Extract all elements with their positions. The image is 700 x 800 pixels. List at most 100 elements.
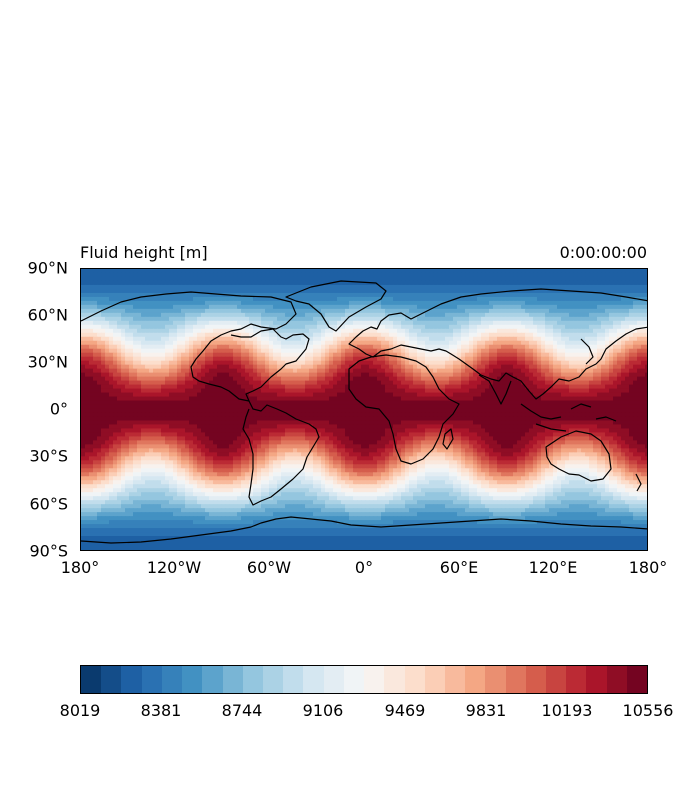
field-cell xyxy=(241,348,246,354)
field-cell xyxy=(345,364,350,370)
field-cell xyxy=(141,384,146,390)
field-cell xyxy=(609,340,614,346)
field-cell xyxy=(377,304,382,310)
field-cell xyxy=(201,292,206,298)
field-cell xyxy=(445,328,450,334)
field-cell xyxy=(397,284,402,290)
field-cell xyxy=(101,340,106,346)
field-cell xyxy=(233,340,238,346)
field-cell xyxy=(433,352,438,358)
field-cell xyxy=(121,360,126,366)
field-cell xyxy=(521,332,526,338)
field-cell xyxy=(133,284,138,290)
field-cell xyxy=(493,269,498,274)
field-cell xyxy=(185,396,190,402)
field-cell xyxy=(85,396,90,402)
field-cell xyxy=(429,336,434,342)
field-cell xyxy=(613,372,618,378)
field-cell xyxy=(417,384,422,390)
field-cell xyxy=(357,284,362,290)
field-cell xyxy=(405,364,410,370)
field-cell xyxy=(253,388,258,394)
field-cell xyxy=(233,324,238,330)
field-cell xyxy=(441,364,446,370)
field-cell xyxy=(145,376,150,382)
field-cell xyxy=(489,396,494,402)
field-cell xyxy=(161,344,166,350)
field-cell xyxy=(149,380,154,386)
field-cell xyxy=(241,308,246,314)
field-cell xyxy=(269,284,274,290)
field-cell xyxy=(257,284,262,290)
field-cell xyxy=(517,328,522,334)
field-cell xyxy=(557,320,562,326)
field-cell xyxy=(437,288,442,294)
field-cell xyxy=(377,360,382,366)
field-cell xyxy=(509,296,514,302)
field-cell xyxy=(213,292,218,298)
field-cell xyxy=(389,364,394,370)
field-cell xyxy=(217,312,222,318)
field-cell xyxy=(221,312,226,318)
field-cell xyxy=(537,344,542,350)
field-cell xyxy=(377,328,382,334)
field-cell xyxy=(561,292,566,298)
field-cell xyxy=(349,404,354,410)
field-cell xyxy=(229,388,234,394)
field-cell xyxy=(217,380,222,386)
field-cell xyxy=(353,292,358,298)
field-cell xyxy=(577,304,582,310)
field-cell xyxy=(209,340,214,346)
field-cell xyxy=(385,376,390,382)
field-cell xyxy=(345,304,350,310)
field-cell xyxy=(365,284,370,290)
field-cell xyxy=(185,364,190,370)
field-cell xyxy=(521,372,526,378)
field-cell xyxy=(241,272,246,278)
field-cell xyxy=(477,384,482,390)
field-cell xyxy=(329,376,334,382)
field-cell xyxy=(141,352,146,358)
field-cell xyxy=(289,380,294,386)
field-cell xyxy=(221,304,226,310)
field-cell xyxy=(593,344,598,350)
field-cell xyxy=(193,372,198,378)
field-cell xyxy=(417,288,422,294)
field-cell xyxy=(181,340,186,346)
field-cell xyxy=(317,392,322,398)
field-cell xyxy=(329,336,334,342)
field-cell xyxy=(121,316,126,322)
field-cell xyxy=(265,272,270,278)
field-cell xyxy=(265,320,270,326)
field-cell xyxy=(321,320,326,326)
field-cell xyxy=(349,360,354,366)
field-cell xyxy=(577,312,582,318)
field-cell xyxy=(437,272,442,278)
field-cell xyxy=(177,408,182,414)
field-cell xyxy=(101,316,106,322)
field-cell xyxy=(445,368,450,374)
field-cell xyxy=(325,356,330,362)
field-cell xyxy=(537,384,542,390)
field-cell xyxy=(529,376,534,382)
field-cell xyxy=(621,320,626,326)
field-cell xyxy=(497,356,502,362)
field-cell xyxy=(309,292,314,298)
field-cell xyxy=(161,376,166,382)
field-cell xyxy=(97,276,102,282)
field-cell xyxy=(353,320,358,326)
field-cell xyxy=(437,320,442,326)
field-cell xyxy=(217,372,222,378)
field-cell xyxy=(385,336,390,342)
field-cell xyxy=(561,288,566,294)
field-cell xyxy=(409,352,414,358)
field-cell xyxy=(605,269,610,274)
field-cell xyxy=(137,316,142,322)
field-cell xyxy=(397,292,402,298)
field-cell xyxy=(301,364,306,370)
field-cell xyxy=(585,320,590,326)
field-cell xyxy=(85,336,90,342)
field-cell xyxy=(409,304,414,310)
field-cell xyxy=(421,388,426,394)
field-cell xyxy=(217,376,222,382)
